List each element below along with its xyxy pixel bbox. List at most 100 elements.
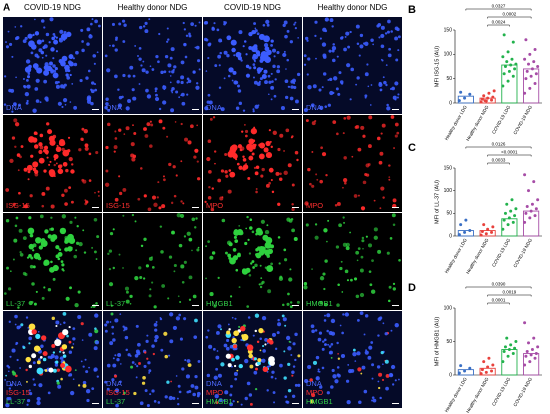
cell (212, 116, 216, 119)
cell (388, 285, 392, 289)
cell (3, 103, 7, 106)
cell (197, 177, 201, 181)
cell (272, 64, 276, 69)
cell (231, 316, 234, 319)
cell (194, 385, 199, 390)
cluster (62, 161, 68, 167)
cell (236, 369, 239, 372)
cluster (241, 333, 249, 341)
scale-bar (192, 305, 199, 306)
cell (378, 386, 381, 390)
cluster (61, 268, 64, 271)
cell (111, 378, 115, 382)
cluster (259, 142, 266, 149)
cell (331, 368, 335, 373)
cell (370, 84, 373, 86)
cell (52, 277, 56, 281)
cluster (268, 129, 271, 132)
cell (253, 166, 257, 170)
cell (273, 401, 276, 404)
scale-bar (92, 403, 99, 404)
cell (197, 59, 201, 63)
cell (245, 134, 248, 138)
cell (94, 340, 100, 345)
cell (118, 22, 122, 26)
cell (318, 331, 323, 335)
cell (56, 144, 59, 147)
cluster (52, 368, 57, 373)
data-point (523, 91, 527, 95)
data-point (486, 227, 490, 231)
cell (367, 163, 371, 166)
cell (205, 335, 209, 339)
data-point (507, 348, 511, 352)
cluster (50, 260, 53, 264)
cell (359, 268, 364, 273)
cell (40, 19, 45, 23)
micrograph (103, 213, 202, 310)
data-point (468, 92, 472, 96)
cell (390, 115, 395, 119)
y-tick-label: 100 (444, 305, 453, 311)
data-point (528, 360, 532, 364)
cell (205, 277, 207, 280)
cell (207, 240, 210, 244)
data-point (479, 100, 483, 104)
stain-label: ISG-15 (106, 201, 130, 210)
cluster (35, 333, 41, 339)
data-point (536, 198, 540, 202)
cell (115, 403, 119, 408)
cell (26, 380, 28, 383)
cluster (248, 155, 254, 161)
cell (217, 373, 222, 378)
cell (77, 384, 81, 387)
cell (360, 255, 364, 259)
cell (160, 250, 164, 254)
data-point (530, 348, 534, 352)
cluster (236, 229, 244, 236)
cell (164, 395, 168, 399)
cell (283, 350, 286, 353)
cell (380, 351, 384, 355)
p-value: 0.0033 (492, 158, 506, 163)
cluster (33, 144, 39, 149)
cell (170, 108, 175, 113)
cell (326, 329, 329, 333)
cell (124, 335, 129, 340)
cell (146, 357, 149, 360)
cell (129, 65, 134, 70)
cell (57, 101, 62, 106)
cell (303, 285, 308, 290)
cell (39, 145, 44, 150)
cell (270, 98, 273, 101)
scale-bar (292, 403, 299, 404)
cell (176, 213, 181, 218)
cell (117, 103, 123, 108)
y-tick-label: 0 (449, 233, 452, 239)
cell (85, 370, 89, 374)
cluster (232, 70, 237, 75)
cell (26, 398, 31, 403)
cluster (28, 40, 35, 48)
cell (82, 139, 84, 141)
p-value: 0.0024 (492, 20, 506, 25)
data-point (513, 67, 517, 71)
cluster (66, 31, 72, 38)
cell (223, 50, 228, 55)
cell (364, 350, 369, 355)
cell (107, 252, 110, 256)
cell (60, 377, 63, 381)
cell (106, 68, 111, 73)
cell (389, 237, 393, 240)
cell (195, 82, 199, 85)
cell (170, 380, 172, 383)
data-point (486, 96, 490, 100)
cell (384, 332, 388, 336)
cluster (265, 151, 273, 159)
cell (123, 329, 125, 332)
cluster (55, 50, 59, 53)
cell (382, 76, 385, 79)
cell (224, 390, 229, 395)
cell (183, 28, 186, 31)
cell (207, 139, 212, 143)
